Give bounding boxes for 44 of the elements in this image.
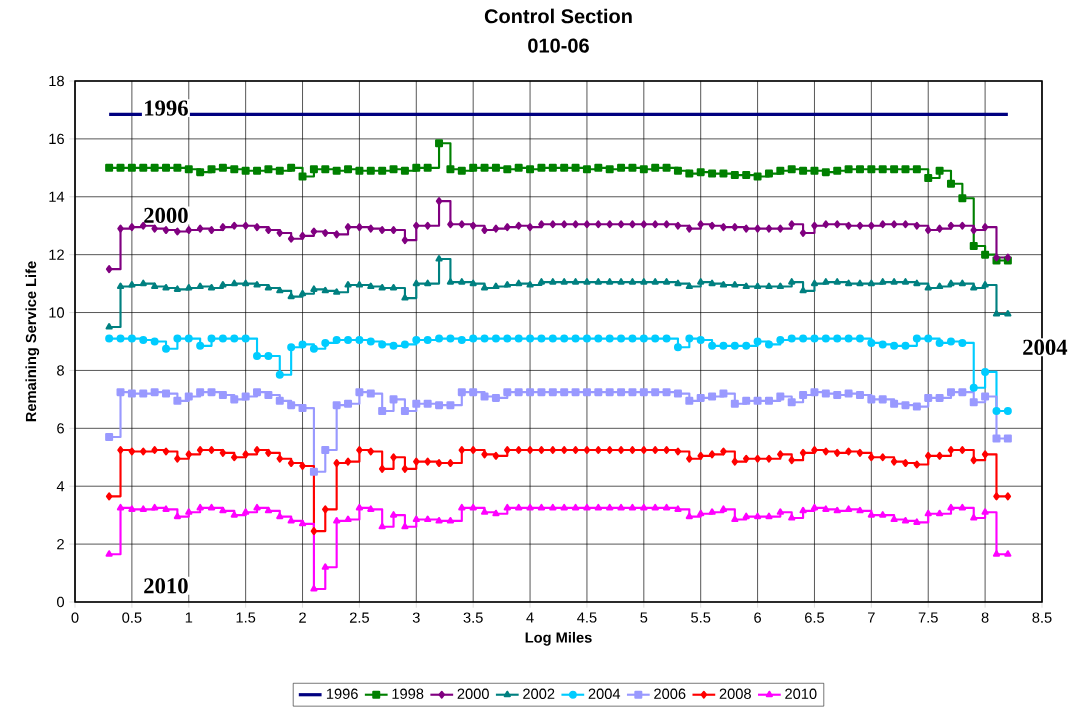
y-tick-label: 0 xyxy=(57,596,65,608)
legend-label: 2002 xyxy=(523,688,555,699)
x-tick-label: 1.5 xyxy=(236,612,256,623)
y-tick-label: 10 xyxy=(49,307,65,318)
x-tick-label: 0.5 xyxy=(122,612,142,623)
x-tick-label: 2 xyxy=(299,612,306,623)
y-tick-label: 12 xyxy=(49,249,64,260)
legend-label: 2006 xyxy=(654,688,686,699)
x-tick-label: 6.5 xyxy=(805,612,825,623)
legend-label: 2008 xyxy=(719,688,751,699)
y-tick-label: 18 xyxy=(49,75,64,87)
y-tick-label: 6 xyxy=(57,423,64,434)
y-tick-label: 16 xyxy=(49,133,64,145)
legend-label: 1998 xyxy=(392,688,424,699)
y-tick-label: 2 xyxy=(57,538,64,550)
x-tick-label: 4.5 xyxy=(577,612,597,623)
chart-title: Control Section xyxy=(484,8,632,24)
annotation: 2004 xyxy=(1023,339,1068,355)
x-tick-label: 6 xyxy=(754,612,762,623)
x-tick-label: 3 xyxy=(412,612,420,623)
x-tick-label: 5 xyxy=(640,612,648,623)
y-tick-label: 8 xyxy=(57,365,64,376)
legend-label: 2010 xyxy=(785,688,817,699)
annotation: 2000 xyxy=(144,207,188,224)
x-tick-label: 8 xyxy=(981,612,989,623)
x-tick-label: 2.5 xyxy=(349,612,369,623)
x-tick-label: 5.5 xyxy=(691,612,711,623)
x-tick-label: 7.5 xyxy=(918,612,938,623)
x-tick-label: 3.5 xyxy=(463,612,483,623)
x-tick-label: 1 xyxy=(185,612,193,623)
x-tick-label: 7 xyxy=(868,612,875,623)
y-axis-title: Remaining Service Life xyxy=(25,261,40,422)
legend-label: 2004 xyxy=(588,688,621,699)
chart-subtitle: 010-06 xyxy=(528,38,589,53)
x-tick-label: 8.5 xyxy=(1032,612,1052,623)
y-tick-label: 14 xyxy=(49,191,65,202)
x-axis-title: Log Miles xyxy=(525,631,592,646)
legend-label: 2000 xyxy=(457,688,489,699)
x-tick-label: 0 xyxy=(71,612,79,623)
y-tick-label: 4 xyxy=(56,481,65,492)
annotation: 1996 xyxy=(145,100,188,116)
x-tick-label: 4 xyxy=(526,612,534,623)
legend-label: 1996 xyxy=(326,688,358,699)
annotation: 2010 xyxy=(144,578,188,594)
